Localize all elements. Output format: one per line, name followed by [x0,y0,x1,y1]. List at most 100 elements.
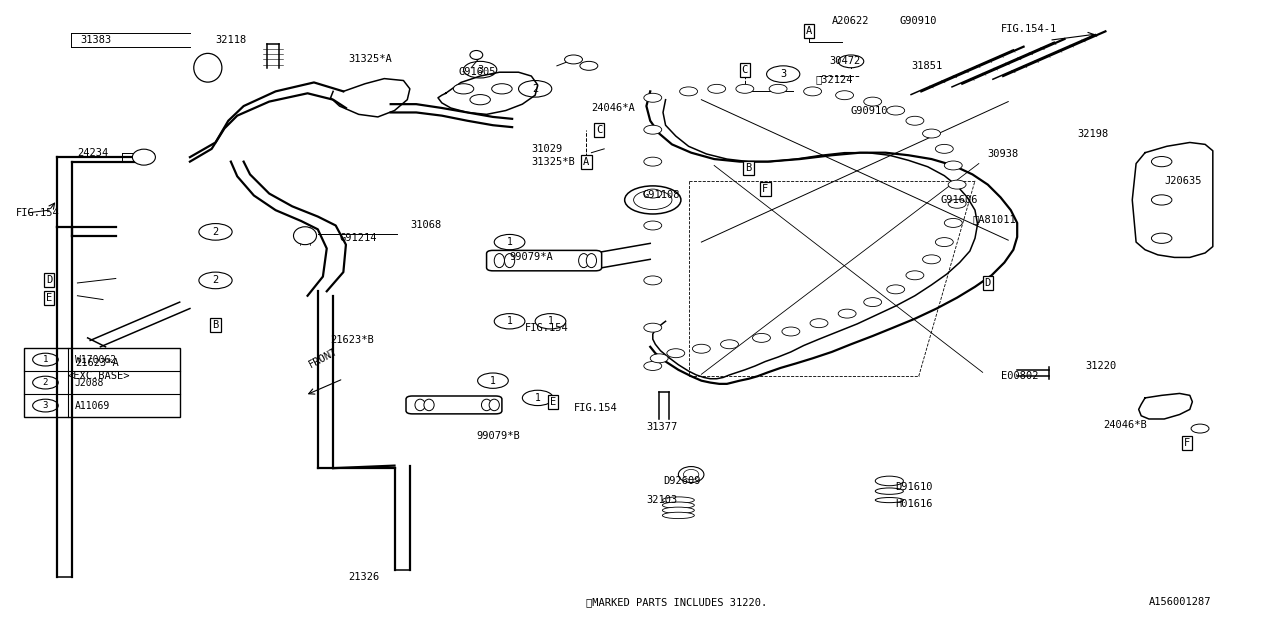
Text: 3: 3 [477,65,484,75]
Bar [24,348,179,417]
Circle shape [680,87,698,96]
FancyBboxPatch shape [406,396,502,414]
Text: E: E [550,397,557,407]
Text: ※32124: ※32124 [815,74,852,84]
Text: 31383: 31383 [79,35,111,45]
Text: FIG.154-1: FIG.154-1 [1001,24,1057,35]
Circle shape [644,221,662,230]
Circle shape [667,349,685,358]
Text: E: E [46,292,52,303]
Circle shape [864,97,882,106]
Text: J2088: J2088 [74,378,104,388]
Text: A11069: A11069 [74,401,110,411]
Circle shape [936,237,954,246]
Circle shape [864,298,882,307]
Circle shape [1152,157,1172,167]
Text: FIG.154: FIG.154 [17,208,60,218]
Circle shape [945,161,963,170]
Text: D: D [984,278,991,288]
Text: 1: 1 [42,355,49,364]
Text: 32118: 32118 [215,35,247,45]
Text: 30472: 30472 [829,56,860,67]
Text: B: B [745,163,751,173]
Text: D91610: D91610 [896,483,933,492]
Text: FRONT: FRONT [307,346,339,370]
Text: 24046*A: 24046*A [591,103,635,113]
Text: FIG.154: FIG.154 [525,323,568,333]
Text: ※A81011: ※A81011 [973,214,1016,224]
Circle shape [1152,195,1172,205]
Circle shape [923,129,941,138]
Circle shape [923,255,941,264]
Ellipse shape [293,227,316,244]
Circle shape [1192,424,1210,433]
Text: D: D [46,275,52,285]
Text: 2: 2 [42,378,49,387]
Text: G91606: G91606 [941,195,978,205]
Ellipse shape [504,253,515,268]
Circle shape [906,271,924,280]
Text: 99079*B: 99079*B [476,431,520,441]
Ellipse shape [415,399,425,411]
Ellipse shape [678,467,704,483]
Ellipse shape [424,399,434,411]
Text: 99079*A: 99079*A [509,252,553,262]
Ellipse shape [132,149,155,165]
Circle shape [948,180,966,189]
Circle shape [692,344,710,353]
Ellipse shape [481,399,492,411]
FancyBboxPatch shape [486,250,602,271]
Text: A20622: A20622 [832,16,869,26]
Ellipse shape [876,497,904,502]
Text: 3: 3 [42,401,49,410]
Circle shape [644,276,662,285]
Text: 2: 2 [212,275,219,285]
Circle shape [753,333,771,342]
Circle shape [644,323,662,332]
Ellipse shape [489,399,499,411]
Circle shape [644,362,662,371]
Text: 31068: 31068 [410,221,442,230]
Circle shape [453,84,474,94]
Text: 31325*B: 31325*B [531,157,575,166]
Circle shape [906,116,924,125]
Text: A156001287: A156001287 [1149,597,1211,607]
Circle shape [887,285,905,294]
Text: 31325*A: 31325*A [348,54,392,65]
Text: 31851: 31851 [911,61,942,71]
Ellipse shape [662,507,694,513]
Ellipse shape [193,53,221,82]
Text: F: F [762,184,768,194]
Text: FIG.154: FIG.154 [573,403,617,413]
Circle shape [580,61,598,70]
Ellipse shape [662,497,694,503]
Text: 3: 3 [780,69,786,79]
Text: 31377: 31377 [646,422,677,432]
Text: 24234: 24234 [77,148,109,157]
Ellipse shape [586,253,596,268]
Text: 1: 1 [535,393,540,403]
Circle shape [887,106,905,115]
Circle shape [948,199,966,208]
Circle shape [708,84,726,93]
Text: 1: 1 [507,237,512,247]
Ellipse shape [579,253,589,268]
Text: 1: 1 [548,316,553,326]
Text: 31220: 31220 [1085,361,1116,371]
Text: 2: 2 [212,227,219,237]
Circle shape [644,125,662,134]
Text: ※MARKED PARTS INCLUDES 31220.: ※MARKED PARTS INCLUDES 31220. [586,597,768,607]
Circle shape [634,190,672,209]
Text: J20635: J20635 [1165,176,1202,186]
Ellipse shape [876,488,904,494]
Circle shape [838,309,856,318]
Circle shape [945,218,963,227]
Text: D92609: D92609 [663,476,700,486]
Text: 21623*B: 21623*B [330,335,374,346]
Text: H01616: H01616 [896,499,933,509]
Text: E00802: E00802 [1001,371,1038,381]
Text: 2: 2 [532,84,539,94]
Text: 1: 1 [490,376,495,386]
Ellipse shape [470,51,483,60]
Ellipse shape [662,512,694,518]
